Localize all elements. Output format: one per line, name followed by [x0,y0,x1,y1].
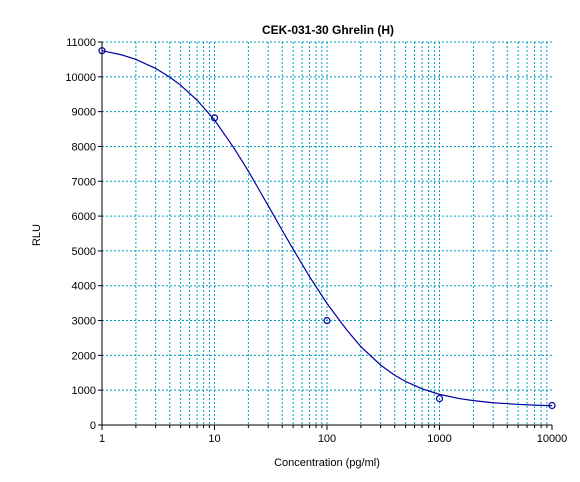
y-tick-label: 1000 [72,385,96,397]
x-axis-label: Concentration (pg/ml) [274,457,380,469]
data-series [98,47,556,410]
chart-title: CEK-031-30 Ghrelin (H) [262,23,394,37]
x-tick-label: 10 [208,433,220,445]
x-tick-label: 1 [99,433,105,445]
y-tick-label: 10000 [65,72,96,84]
y-tick-label: 3000 [72,316,96,328]
x-axis-ticks: 1 10 100 1000 10000 [99,425,567,445]
y-tick-label: 4000 [72,281,96,293]
y-tick-label: 11000 [66,37,96,49]
y-tick-label: 6000 [72,211,96,223]
y-axis-ticks: 0 1000 2000 3000 4000 5000 6000 7000 8000 9000 100… [65,37,102,432]
y-tick-label: 5000 [72,246,96,258]
data-point [323,316,331,325]
data-point [435,394,444,403]
y-axis-label: RLU [31,224,43,246]
y-tick-label: 7000 [72,176,96,188]
x-tick-label: 10000 [537,433,568,445]
fit-curve [101,50,553,407]
y-tick-label: 8000 [72,141,96,153]
data-point [210,114,219,122]
y-tick-label: 9000 [72,107,96,119]
y-tick-label: 2000 [72,350,96,362]
x-tick-label: 1000 [427,433,451,445]
data-point [98,47,106,55]
data-point [548,401,556,410]
x-tick-label: 100 [318,433,336,445]
y-tick-label: 0 [90,420,96,432]
grid-lines [102,41,552,425]
